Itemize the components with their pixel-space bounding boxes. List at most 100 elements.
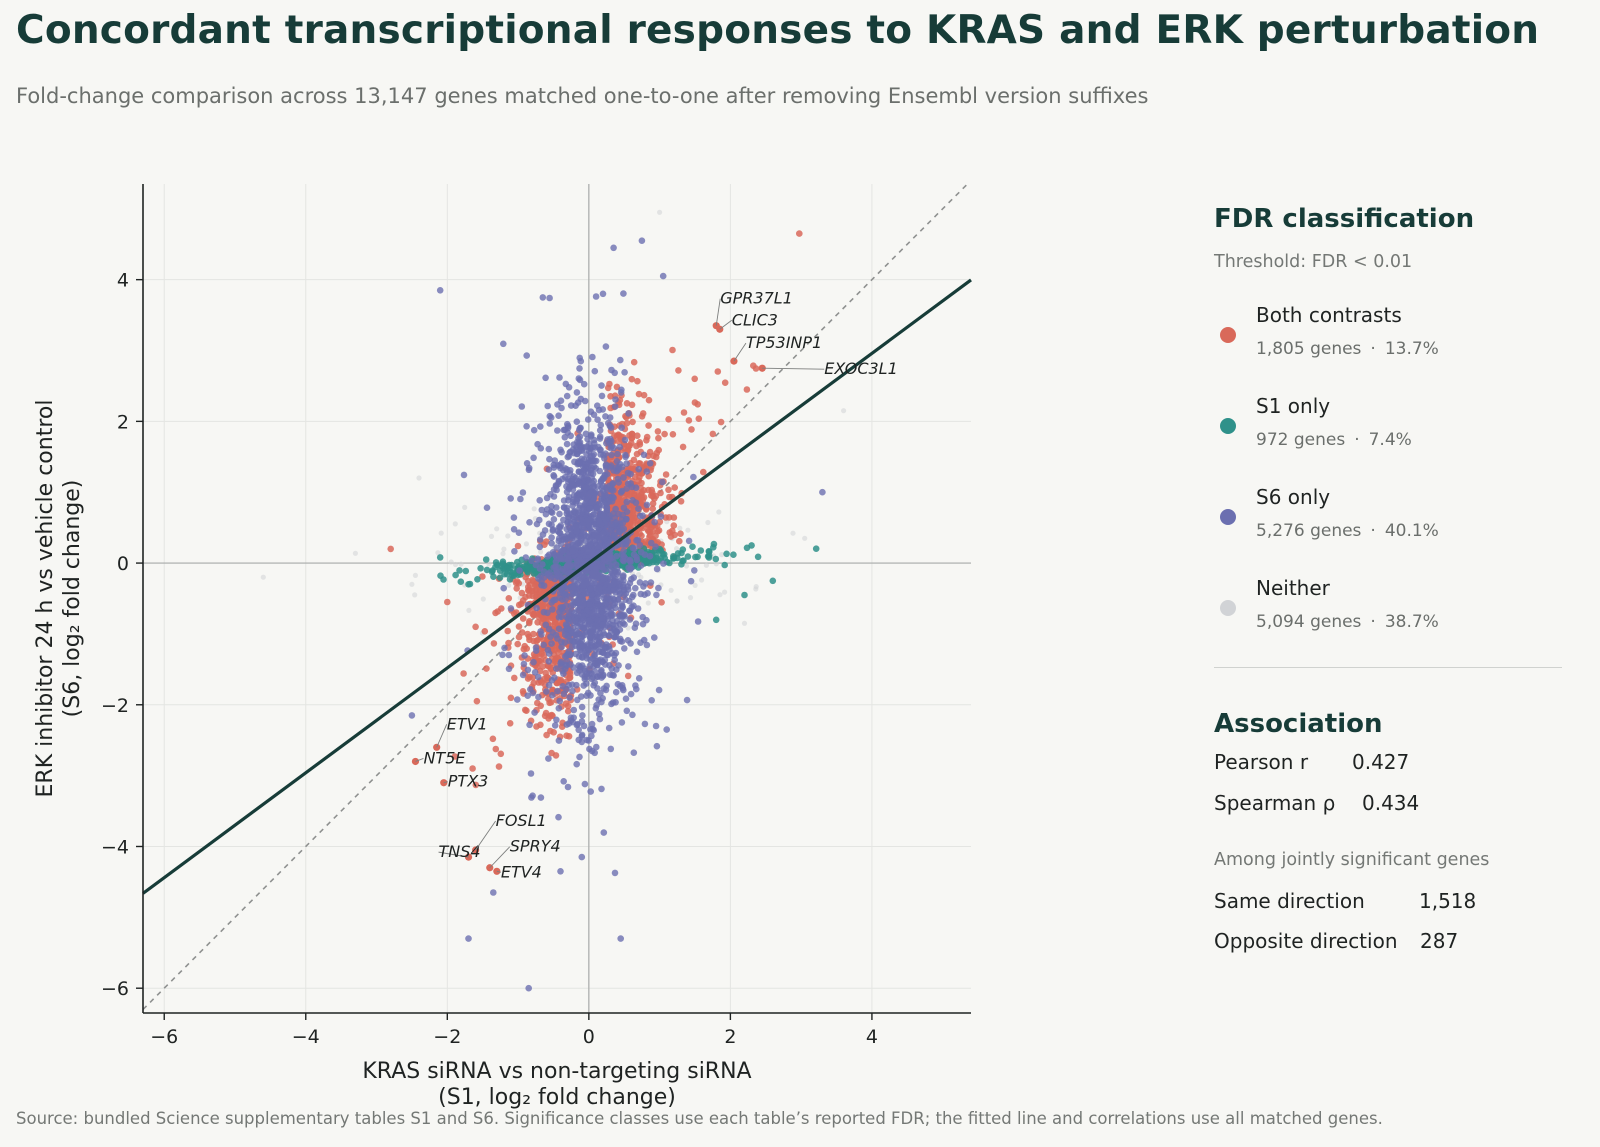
data-point-s6	[546, 294, 553, 302]
x-tick-label: −2	[433, 1026, 461, 1048]
gene-label: PTX3	[448, 772, 489, 791]
data-point-s6	[610, 487, 617, 494]
data-point-both	[548, 749, 555, 757]
data-point-s6	[573, 450, 581, 458]
data-point-s6	[625, 663, 632, 670]
data-point-both	[643, 437, 650, 444]
legend-label: Neither	[1256, 576, 1330, 600]
y-tick-label: 0	[117, 553, 129, 575]
y-axis-label-unit: (S6, log₂ fold change)	[60, 480, 85, 718]
data-point-neither	[674, 598, 680, 604]
data-point-s6	[620, 474, 627, 481]
data-point-neither	[466, 607, 472, 614]
data-point-s6	[606, 645, 613, 653]
data-point-s6	[568, 627, 575, 635]
data-point-s6	[607, 424, 615, 431]
data-point-s6	[586, 629, 594, 637]
data-point-both	[514, 542, 522, 550]
data-point-s6	[578, 536, 585, 543]
data-point-s6	[623, 707, 631, 715]
data-point-s6	[521, 652, 528, 659]
data-point-s6	[591, 679, 599, 687]
data-point-s6	[562, 653, 569, 660]
data-point-both	[479, 573, 486, 580]
y-tick-label: 4	[117, 270, 129, 292]
data-point-s6	[525, 466, 533, 474]
data-point-s6	[580, 682, 587, 689]
data-point-s6	[616, 612, 623, 620]
gene-label-leader	[719, 319, 733, 330]
data-point-s6	[530, 454, 537, 462]
data-point-s6	[601, 535, 609, 542]
data-point-s6	[593, 743, 600, 751]
data-point-s6	[579, 712, 586, 719]
data-point-s6	[542, 621, 550, 629]
data-point-neither	[480, 596, 486, 602]
data-point-s6	[624, 586, 632, 593]
legend-label: S1 only	[1256, 394, 1331, 418]
data-point-s6	[540, 641, 547, 649]
data-point-s6	[551, 457, 559, 464]
data-point-s6	[545, 681, 553, 689]
data-point-both	[691, 375, 698, 383]
data-point-s1	[679, 546, 687, 553]
data-point-s6	[536, 536, 544, 543]
data-point-neither	[685, 527, 691, 533]
data-point-both	[669, 346, 676, 354]
data-point-s6	[609, 671, 616, 679]
data-point-s1	[482, 556, 490, 563]
data-point-s6	[573, 721, 581, 729]
y-tick-label: 2	[117, 411, 129, 433]
data-point-both	[709, 430, 717, 438]
x-tick-label: 0	[583, 1026, 595, 1048]
data-point-s6	[552, 631, 560, 639]
chart-title: Concordant transcriptional responses to …	[16, 8, 1540, 53]
data-point-s6	[597, 633, 604, 640]
data-point-s1	[710, 544, 717, 551]
data-point-s6	[611, 656, 618, 664]
data-point-both	[530, 630, 537, 638]
data-point-both	[540, 652, 548, 659]
data-point-s6	[536, 543, 544, 551]
data-point-s6	[584, 435, 591, 443]
data-point-both	[533, 723, 540, 730]
data-point-s6	[560, 670, 567, 677]
data-point-s6	[599, 290, 607, 298]
data-point-s6	[593, 579, 600, 587]
data-point-s6	[539, 561, 546, 568]
data-point-s6	[648, 539, 655, 547]
data-point-s1	[492, 559, 500, 566]
data-point-s6	[553, 568, 561, 576]
data-point-s6	[563, 392, 571, 400]
data-point-s6	[516, 567, 523, 574]
data-point-s6	[517, 495, 524, 503]
opposite-direction-row: Opposite direction 287	[1214, 929, 1458, 953]
data-point-s6	[526, 721, 533, 729]
data-point-s6	[574, 573, 581, 581]
gene-label-leader	[762, 367, 825, 370]
data-point-neither	[260, 574, 266, 580]
data-point-s6	[590, 411, 598, 419]
data-point-both	[649, 500, 657, 507]
data-point-s6	[575, 439, 583, 447]
data-point-s6	[636, 579, 644, 586]
data-point-both	[636, 460, 644, 467]
data-point-both	[526, 673, 533, 681]
data-point-s6	[519, 671, 527, 679]
legend-stats: 972 genes · 7.4%	[1256, 430, 1412, 450]
data-point-s6	[547, 508, 555, 516]
data-point-s6	[630, 749, 638, 756]
data-point-s6	[580, 616, 587, 623]
data-point-s6	[557, 554, 564, 562]
data-point-neither	[435, 550, 441, 556]
data-point-s6	[564, 513, 572, 521]
data-point-s6	[687, 577, 695, 585]
data-point-s6	[572, 617, 579, 625]
data-point-s6	[602, 605, 609, 613]
data-point-s6	[555, 737, 563, 744]
data-point-s6	[549, 606, 556, 613]
data-point-s6	[573, 528, 580, 535]
data-point-both	[492, 745, 500, 753]
data-point-s6	[543, 688, 550, 695]
